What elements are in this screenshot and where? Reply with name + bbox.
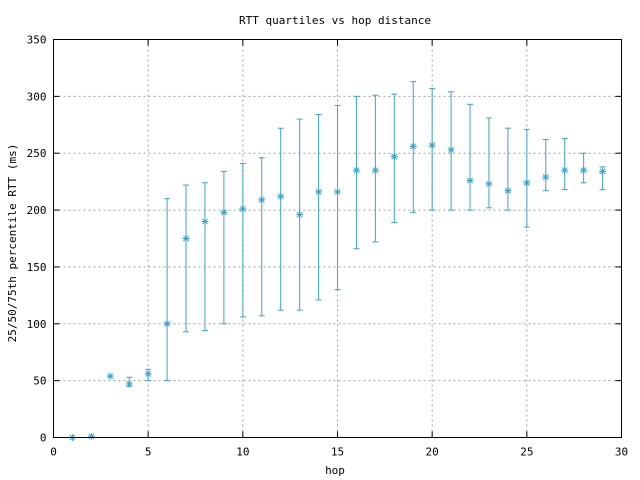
median-marker xyxy=(163,320,171,328)
x-tick-label: 20 xyxy=(426,446,439,459)
data-point xyxy=(447,91,455,211)
x-tick-label: 0 xyxy=(50,446,57,459)
data-point xyxy=(542,139,550,192)
x-tick-label: 15 xyxy=(331,446,344,459)
data-point xyxy=(220,170,228,325)
x-tick-label: 10 xyxy=(236,446,249,459)
y-tick-label: 250 xyxy=(27,147,47,160)
median-marker xyxy=(182,235,190,242)
data-point xyxy=(106,372,114,380)
median-marker xyxy=(315,188,323,196)
data-point xyxy=(334,104,341,291)
median-marker xyxy=(87,432,95,440)
median-marker xyxy=(561,166,569,174)
median-marker xyxy=(258,196,266,204)
median-marker xyxy=(334,188,341,196)
x-tick-label: 30 xyxy=(615,446,628,459)
data-point xyxy=(580,152,588,184)
median-marker xyxy=(504,187,512,195)
data-point xyxy=(599,166,607,191)
median-marker xyxy=(390,153,398,161)
data-point xyxy=(485,117,493,209)
data-point xyxy=(523,128,531,228)
y-tick-label: 300 xyxy=(27,90,47,103)
data-point xyxy=(296,118,304,311)
y-tick-label: 150 xyxy=(27,261,47,274)
data-point xyxy=(352,95,360,250)
data-point xyxy=(390,93,398,224)
median-marker xyxy=(580,166,588,174)
median-marker xyxy=(542,173,550,181)
y-tick-label: 350 xyxy=(27,34,47,47)
data-point xyxy=(258,157,266,317)
median-marker xyxy=(106,372,114,380)
data-series xyxy=(68,81,607,441)
data-point xyxy=(409,81,417,213)
y-tick-label: 0 xyxy=(40,432,47,445)
data-point xyxy=(201,182,209,332)
data-point xyxy=(371,94,379,243)
median-marker xyxy=(296,211,304,219)
y-tick-label: 100 xyxy=(27,318,47,331)
median-marker xyxy=(201,217,209,225)
data-point xyxy=(182,184,190,333)
data-point xyxy=(144,368,152,382)
data-point xyxy=(428,87,436,211)
chart-title: RTT quartiles vs hop distance xyxy=(239,14,431,27)
median-marker xyxy=(239,205,247,213)
median-marker xyxy=(485,180,493,188)
median-marker xyxy=(428,141,436,149)
y-axis-label: 25/50/75th percentile RTT (ms) xyxy=(6,144,19,343)
median-marker xyxy=(125,380,133,388)
median-marker xyxy=(447,146,455,154)
data-point xyxy=(561,137,569,191)
median-marker xyxy=(220,208,228,216)
data-point xyxy=(466,103,474,211)
x-tick-label: 5 xyxy=(145,446,152,459)
data-point xyxy=(163,198,171,382)
median-marker xyxy=(277,192,285,200)
data-point xyxy=(504,127,512,211)
x-tick-label: 25 xyxy=(520,446,533,459)
median-marker xyxy=(523,179,531,187)
data-point xyxy=(277,127,285,311)
median-marker xyxy=(144,370,152,378)
median-marker xyxy=(371,166,379,174)
data-point xyxy=(239,162,247,318)
data-point xyxy=(125,376,133,388)
median-marker xyxy=(466,177,474,185)
median-marker xyxy=(409,142,417,150)
median-marker xyxy=(599,167,607,175)
y-tick-label: 50 xyxy=(33,375,46,388)
data-point xyxy=(87,432,95,440)
plot-frame xyxy=(53,39,622,438)
data-point xyxy=(315,114,323,301)
x-axis-label: hop xyxy=(325,464,345,477)
median-marker xyxy=(352,166,360,174)
axes: 0 50 100 150 200 250 300 350 0 5 10 15 20 25 30 xyxy=(27,34,629,459)
y-tick-label: 200 xyxy=(27,204,47,217)
